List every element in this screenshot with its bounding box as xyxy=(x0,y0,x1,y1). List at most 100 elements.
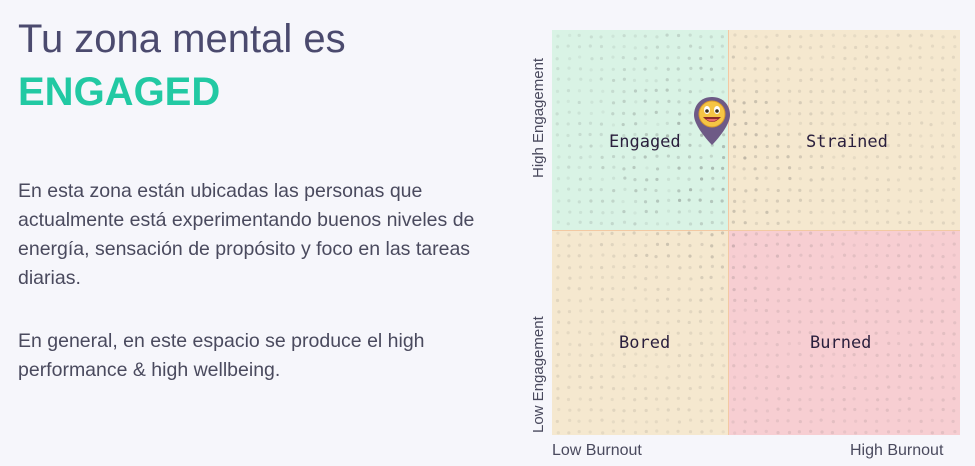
population-dot xyxy=(721,155,726,160)
population-dot xyxy=(654,265,658,269)
population-dot xyxy=(676,319,681,323)
population-dot xyxy=(622,242,626,247)
population-dot xyxy=(743,420,747,424)
population-dot xyxy=(567,110,571,114)
population-dot xyxy=(666,177,671,181)
population-dot xyxy=(710,264,714,268)
population-dot xyxy=(830,430,835,435)
population-dot xyxy=(720,409,724,413)
population-dot xyxy=(841,154,845,158)
population-dot xyxy=(852,353,856,357)
population-dot xyxy=(809,354,813,358)
population-dot xyxy=(907,121,912,126)
population-dot xyxy=(886,419,890,423)
population-dot xyxy=(831,132,835,136)
population-dot xyxy=(644,209,648,214)
population-dot xyxy=(832,352,836,356)
population-dot xyxy=(952,309,956,314)
population-dot xyxy=(687,363,692,367)
population-dot xyxy=(908,244,913,248)
population-dot xyxy=(665,56,670,60)
population-dot xyxy=(919,408,923,413)
population-dot xyxy=(688,100,692,105)
population-dot xyxy=(832,155,836,159)
population-dot xyxy=(810,343,814,347)
population-dot xyxy=(633,34,637,38)
population-dot xyxy=(809,90,813,94)
population-dot xyxy=(665,33,669,37)
population-dot xyxy=(885,46,889,50)
population-dot xyxy=(567,352,571,356)
population-dot xyxy=(632,331,637,335)
population-dot xyxy=(764,341,768,346)
population-dot xyxy=(644,277,648,281)
population-dot xyxy=(876,166,880,170)
population-dot xyxy=(874,34,878,38)
population-dot xyxy=(676,386,680,390)
population-dot xyxy=(556,77,560,81)
population-dot xyxy=(831,122,835,126)
population-dot xyxy=(854,110,858,114)
population-dot xyxy=(918,254,923,258)
population-dot xyxy=(897,418,901,423)
population-dot xyxy=(786,243,790,247)
population-dot xyxy=(907,111,912,116)
population-dot xyxy=(611,78,616,83)
population-dot xyxy=(754,331,758,335)
population-dot xyxy=(919,200,923,204)
population-dot xyxy=(940,265,944,269)
population-dot xyxy=(929,297,934,301)
population-dot xyxy=(909,44,913,48)
population-dot xyxy=(864,231,868,235)
population-dot xyxy=(853,122,857,127)
population-dot xyxy=(645,420,649,424)
population-dot xyxy=(842,343,846,347)
population-dot xyxy=(886,220,890,224)
page-title: Tu zona mental es xyxy=(18,17,346,61)
population-dot xyxy=(634,352,638,356)
population-dot xyxy=(644,221,648,226)
population-dot xyxy=(632,374,636,378)
population-dot xyxy=(643,67,647,71)
population-dot xyxy=(656,287,660,291)
population-dot xyxy=(622,320,626,325)
population-dot xyxy=(555,419,559,424)
population-dot xyxy=(908,34,912,38)
population-dot xyxy=(589,320,593,324)
population-dot xyxy=(952,242,956,246)
population-dot xyxy=(842,398,846,402)
population-dot xyxy=(644,354,648,358)
population-dot xyxy=(623,309,627,313)
population-dot xyxy=(809,144,813,148)
population-dot xyxy=(578,276,582,280)
population-dot xyxy=(799,253,803,257)
population-dot xyxy=(590,353,594,358)
population-dot xyxy=(633,89,638,93)
population-dot xyxy=(876,364,880,368)
population-dot xyxy=(654,353,658,357)
population-dot xyxy=(622,396,626,400)
population-dot xyxy=(775,33,779,37)
population-dot xyxy=(721,55,725,59)
population-dot xyxy=(952,265,956,269)
population-dot xyxy=(820,297,825,301)
population-dot xyxy=(688,342,692,347)
population-dot xyxy=(577,430,581,434)
population-dot xyxy=(896,211,900,215)
horizontal-divider xyxy=(552,230,960,231)
population-dot xyxy=(754,419,758,423)
population-dot xyxy=(556,265,560,269)
population-dot xyxy=(885,408,889,412)
y-axis-low-label: Low Engagement xyxy=(530,316,547,433)
population-dot xyxy=(555,133,559,137)
population-dot xyxy=(908,56,912,60)
population-dot xyxy=(577,254,581,258)
population-dot xyxy=(556,177,561,181)
population-dot xyxy=(687,408,691,412)
population-dot xyxy=(853,57,857,61)
population-dot xyxy=(797,56,801,60)
population-dot xyxy=(798,155,803,159)
population-dot xyxy=(655,222,660,226)
population-dot xyxy=(865,298,869,302)
population-dot xyxy=(953,155,957,159)
